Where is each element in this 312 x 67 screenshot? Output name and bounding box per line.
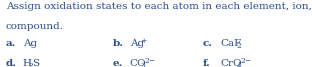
Text: CrO: CrO — [220, 59, 242, 67]
Text: 4: 4 — [236, 62, 241, 67]
Text: H: H — [23, 59, 32, 67]
Text: 2−: 2− — [240, 57, 251, 65]
Text: e.: e. — [112, 59, 123, 67]
Text: CO: CO — [130, 59, 146, 67]
Text: 2: 2 — [28, 62, 33, 67]
Text: CaF: CaF — [220, 39, 241, 48]
Text: +: + — [140, 37, 147, 45]
Text: Assign oxidation states to each atom in each element, ion, or: Assign oxidation states to each atom in … — [6, 2, 312, 11]
Text: c.: c. — [203, 39, 213, 48]
Text: compound.: compound. — [6, 22, 64, 31]
Text: d.: d. — [6, 59, 17, 67]
Text: Ag: Ag — [23, 39, 37, 48]
Text: f.: f. — [203, 59, 211, 67]
Text: b.: b. — [112, 39, 123, 48]
Text: 3: 3 — [140, 62, 145, 67]
Text: a.: a. — [6, 39, 16, 48]
Text: S: S — [32, 59, 39, 67]
Text: 2−: 2− — [144, 57, 155, 65]
Text: Ag: Ag — [130, 39, 144, 48]
Text: 2: 2 — [236, 42, 241, 50]
